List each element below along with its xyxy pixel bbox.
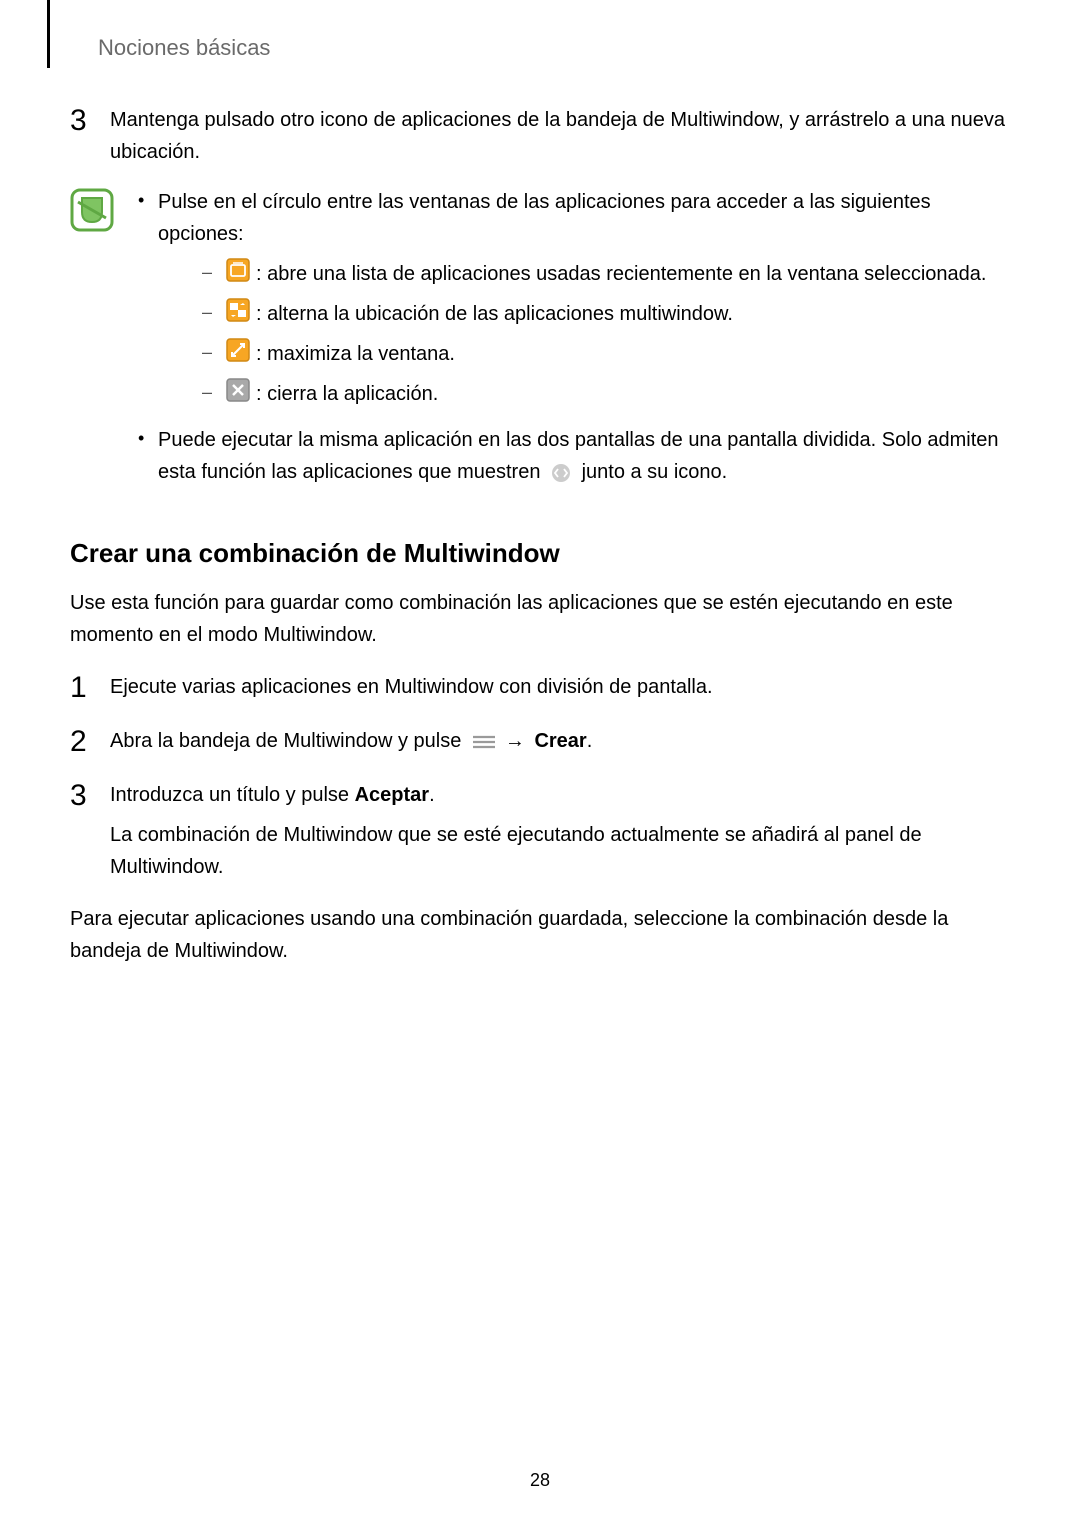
bullet2-post: junto a su icono.	[576, 461, 727, 483]
dash-marker: –	[202, 338, 226, 367]
dash-text: : abre una lista de aplicaciones usadas …	[256, 258, 1010, 290]
dash-marker: –	[202, 378, 226, 407]
bullet-marker: •	[138, 186, 158, 215]
dash-text: : alterna la ubicación de las aplicacion…	[256, 298, 1010, 330]
outro-paragraph: Para ejecutar aplicaciones usando una co…	[70, 903, 1010, 967]
note-bullet-2: • Puede ejecutar la misma aplicación en …	[138, 424, 1010, 488]
note-dash-3: – : maximiza la ventana.	[202, 338, 1010, 370]
step3-bold: Aceptar	[355, 784, 429, 806]
step-3-sub: La combinación de Multiwindow que se est…	[110, 819, 1010, 883]
bullet-marker: •	[138, 424, 158, 453]
bullet-lead-text: Pulse en el círculo entre las ventanas d…	[158, 191, 931, 245]
page-content: 3 Mantenga pulsado otro icono de aplicac…	[70, 104, 1010, 987]
dash-marker: –	[202, 258, 226, 287]
dash-text: : maximiza la ventana.	[256, 338, 1010, 370]
step-text: Mantenga pulsado otro icono de aplicacio…	[110, 104, 1010, 168]
note-block: • Pulse en el círculo entre las ventanas…	[70, 186, 1010, 494]
step-2: 2 Abra la bandeja de Multiwindow y pulse…	[70, 725, 1010, 757]
swap-location-icon	[226, 298, 250, 322]
dash-text: : cierra la aplicación.	[256, 378, 1010, 410]
note-dash-4: – : cierra la aplicación.	[202, 378, 1010, 410]
bullet-body: Pulse en el círculo entre las ventanas d…	[158, 186, 1010, 418]
maximize-icon	[226, 338, 250, 362]
step-number: 3	[70, 781, 110, 811]
step2-pre: Abra la bandeja de Multiwindow y pulse	[110, 730, 467, 752]
step-text: Abra la bandeja de Multiwindow y pulse →…	[110, 725, 1010, 757]
step-3: 3 Introduzca un título y pulse Aceptar.	[70, 779, 1010, 811]
note-bullet-1: • Pulse en el círculo entre las ventanas…	[138, 186, 1010, 418]
intro-paragraph: Use esta función para guardar como combi…	[70, 587, 1010, 651]
note-icon	[70, 188, 114, 232]
step-text: Introduzca un título y pulse Aceptar.	[110, 779, 1010, 811]
dash-marker: –	[202, 298, 226, 327]
step3-post: .	[429, 784, 435, 806]
page-number: 28	[530, 1470, 550, 1491]
step2-bold: Crear	[534, 730, 586, 752]
step-number: 1	[70, 673, 110, 703]
step-number: 2	[70, 727, 110, 757]
step3-pre: Introduzca un título y pulse	[110, 784, 355, 806]
dual-app-icon	[550, 462, 572, 484]
step2-post: .	[587, 730, 593, 752]
note-content: • Pulse en el círculo entre las ventanas…	[138, 186, 1010, 494]
step-number: 3	[70, 106, 110, 136]
section-heading: Crear una combinación de Multiwindow	[70, 538, 1010, 569]
step-3-top: 3 Mantenga pulsado otro icono de aplicac…	[70, 104, 1010, 168]
menu-icon	[471, 734, 497, 750]
step-text: Ejecute varias aplicaciones en Multiwind…	[110, 671, 1010, 703]
close-icon	[226, 378, 250, 402]
arrow: →	[505, 730, 525, 752]
header-divider	[47, 0, 50, 68]
step-1: 1 Ejecute varias aplicaciones en Multiwi…	[70, 671, 1010, 703]
breadcrumb: Nociones básicas	[98, 35, 270, 61]
note-dash-1: – : abre una lista de aplicaciones usada…	[202, 258, 1010, 290]
bullet-body: Puede ejecutar la misma aplicación en la…	[158, 424, 1010, 488]
recent-apps-icon	[226, 258, 250, 282]
note-dash-2: – : alterna la ubicación de las aplicaci…	[202, 298, 1010, 330]
